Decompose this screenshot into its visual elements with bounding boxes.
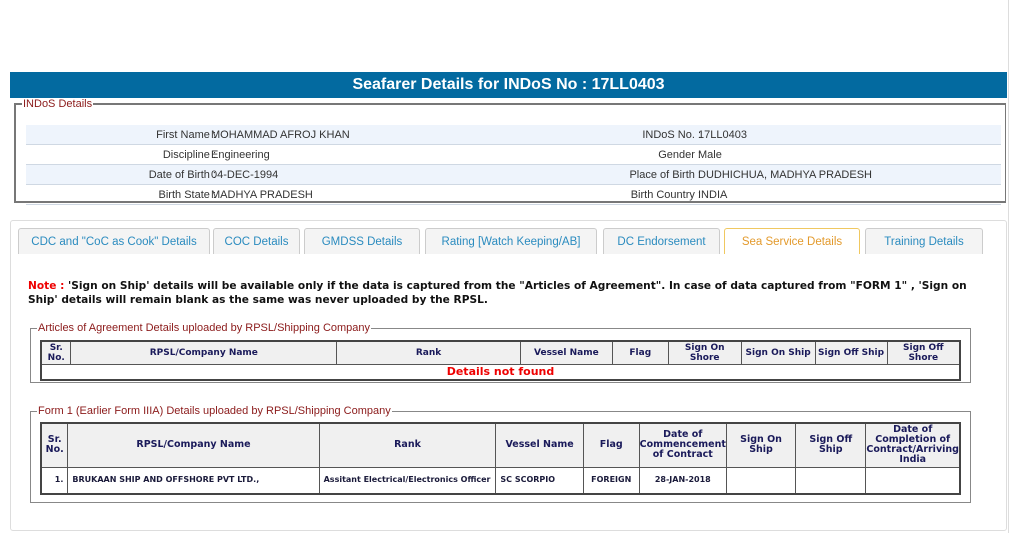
- field-label: Gender :: [658, 149, 701, 161]
- page-title: Seafarer Details for INDoS No : 17LL0403: [10, 72, 1007, 98]
- field-value: DUDHICHUA, MADHYA PRADESH: [698, 169, 872, 181]
- column-header: Rank: [318, 422, 497, 468]
- table-row: Details not found: [40, 363, 961, 381]
- field-label: Birth Country :: [630, 189, 701, 201]
- field-label: INDoS No. :: [642, 129, 701, 141]
- table-cell: BRUKAAN SHIP AND OFFSHORE PVT LTD.,: [67, 466, 320, 495]
- field-value: Male: [698, 149, 722, 161]
- field-label: First Name :: [156, 129, 216, 141]
- column-header: Sign Off Ship: [795, 422, 867, 468]
- column-header: Flag: [611, 340, 669, 365]
- field-label: Birth State :: [158, 189, 216, 201]
- tab-gmdss-details[interactable]: GMDSS Details: [304, 228, 420, 254]
- column-header: Vessel Name: [495, 422, 584, 468]
- table-cell: [725, 466, 797, 495]
- form1-table: Sr. No. RPSL/Company Name Rank Vessel Name F…: [40, 422, 961, 495]
- field-label: Discipline :: [162, 149, 216, 161]
- column-header: Sign Off Shore: [886, 340, 961, 365]
- tab-rating-watch-keeping-ab[interactable]: Rating [Watch Keeping/AB]: [425, 228, 597, 254]
- tab-coc-details[interactable]: COC Details: [213, 228, 300, 254]
- articles-table: Sr. No. RPSL/Company Name Rank Vessel Name F…: [40, 340, 961, 381]
- note-text: 'Sign on Ship' details will be available…: [28, 280, 967, 306]
- field-value: MOHAMMAD AFROJ KHAN: [211, 129, 350, 141]
- table-cell: SC SCORPIO: [495, 466, 584, 495]
- tab-dc-endorsement[interactable]: DC Endorsement: [603, 228, 720, 254]
- header-row: Sr. No. RPSL/Company Name Rank Vessel Name F…: [40, 422, 961, 468]
- field-value: 17LL0403: [698, 129, 747, 141]
- tab-cdc-and-coc-as-cook-details[interactable]: CDC and "CoC as Cook" Details: [18, 228, 210, 254]
- column-header: RPSL/Company Name: [67, 422, 320, 468]
- field-label: Date of Birth :: [148, 169, 216, 181]
- indos-details: INDoS Details First Name : MOHAMMAD AFRO…: [14, 98, 1006, 205]
- field-value: 04-DEC-1994: [211, 169, 279, 181]
- table-cell: 1.: [40, 466, 69, 495]
- indos-legend: INDoS Details: [23, 98, 93, 110]
- page-edge: [1008, 0, 1009, 533]
- field-value: MADHYA PRADESH: [211, 189, 313, 201]
- articles-fieldset: Articles of Agreement Details uploaded b…: [30, 322, 971, 383]
- column-header: Flag: [582, 422, 640, 468]
- field-label: Place of Birth :: [629, 169, 701, 181]
- field-value: Engineering: [211, 149, 270, 161]
- table-row: 1. BRUKAAN SHIP AND OFFSHORE PVT LTD., Ass…: [40, 466, 961, 495]
- tab-sea-service-details[interactable]: Sea Service Details: [724, 228, 860, 254]
- column-header: Sr. No.: [40, 422, 69, 468]
- table-cell: FOREIGN: [582, 466, 640, 495]
- articles-legend: Articles of Agreement Details uploaded b…: [38, 322, 371, 334]
- indos-row: Birth State : MADHYA PRADESH Birth Count…: [26, 185, 1001, 205]
- table-cell: [865, 466, 961, 495]
- form1-legend: Form 1 (Earlier Form IIIA) Details uploa…: [38, 405, 391, 417]
- column-header: Date of Commencement of Contract: [638, 422, 727, 468]
- column-header: Rank: [336, 340, 521, 365]
- field-value: INDIA: [698, 189, 728, 201]
- column-header: RPSL/Company Name: [70, 340, 338, 365]
- column-header: Sign On Shore: [667, 340, 742, 365]
- note-label: Note :: [28, 280, 65, 292]
- column-header: Sr. No.: [40, 340, 72, 365]
- note: Note : 'Sign on Ship' details will be av…: [28, 280, 978, 307]
- column-header: Sign On Ship: [740, 340, 816, 365]
- tab-panel: [10, 220, 1007, 531]
- column-header: Vessel Name: [519, 340, 613, 365]
- column-header: Sign On Ship: [725, 422, 797, 468]
- empty-message: Details not found: [40, 363, 961, 381]
- header-row: Sr. No. RPSL/Company Name Rank Vessel Name F…: [40, 340, 961, 365]
- table-cell: Assitant Electrical/Electronics Officer: [318, 466, 497, 495]
- form1-fieldset: Form 1 (Earlier Form IIIA) Details uploa…: [30, 405, 971, 503]
- indos-row: Discipline : Engineering Gender : Male: [26, 145, 1001, 165]
- column-header: Date of Completion of Contract/Arriving …: [865, 422, 961, 468]
- table-cell: 28-JAN-2018: [638, 466, 727, 495]
- indos-row: First Name : MOHAMMAD AFROJ KHAN INDoS N…: [26, 125, 1001, 145]
- indos-row: Date of Birth : 04-DEC-1994 Place of Bir…: [26, 165, 1001, 185]
- table-cell: [795, 466, 867, 495]
- tab-training-details[interactable]: Training Details: [865, 228, 983, 254]
- column-header: Sign Off Ship: [814, 340, 888, 365]
